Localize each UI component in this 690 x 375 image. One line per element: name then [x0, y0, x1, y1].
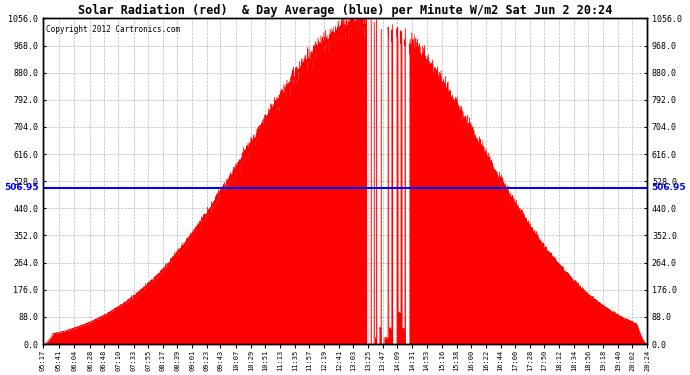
Text: Copyright 2012 Cartronics.com: Copyright 2012 Cartronics.com — [46, 25, 180, 34]
Text: 506.95: 506.95 — [651, 183, 686, 192]
Title: Solar Radiation (red)  & Day Average (blue) per Minute W/m2 Sat Jun 2 20:24: Solar Radiation (red) & Day Average (blu… — [78, 4, 612, 17]
Text: 506.95: 506.95 — [4, 183, 39, 192]
